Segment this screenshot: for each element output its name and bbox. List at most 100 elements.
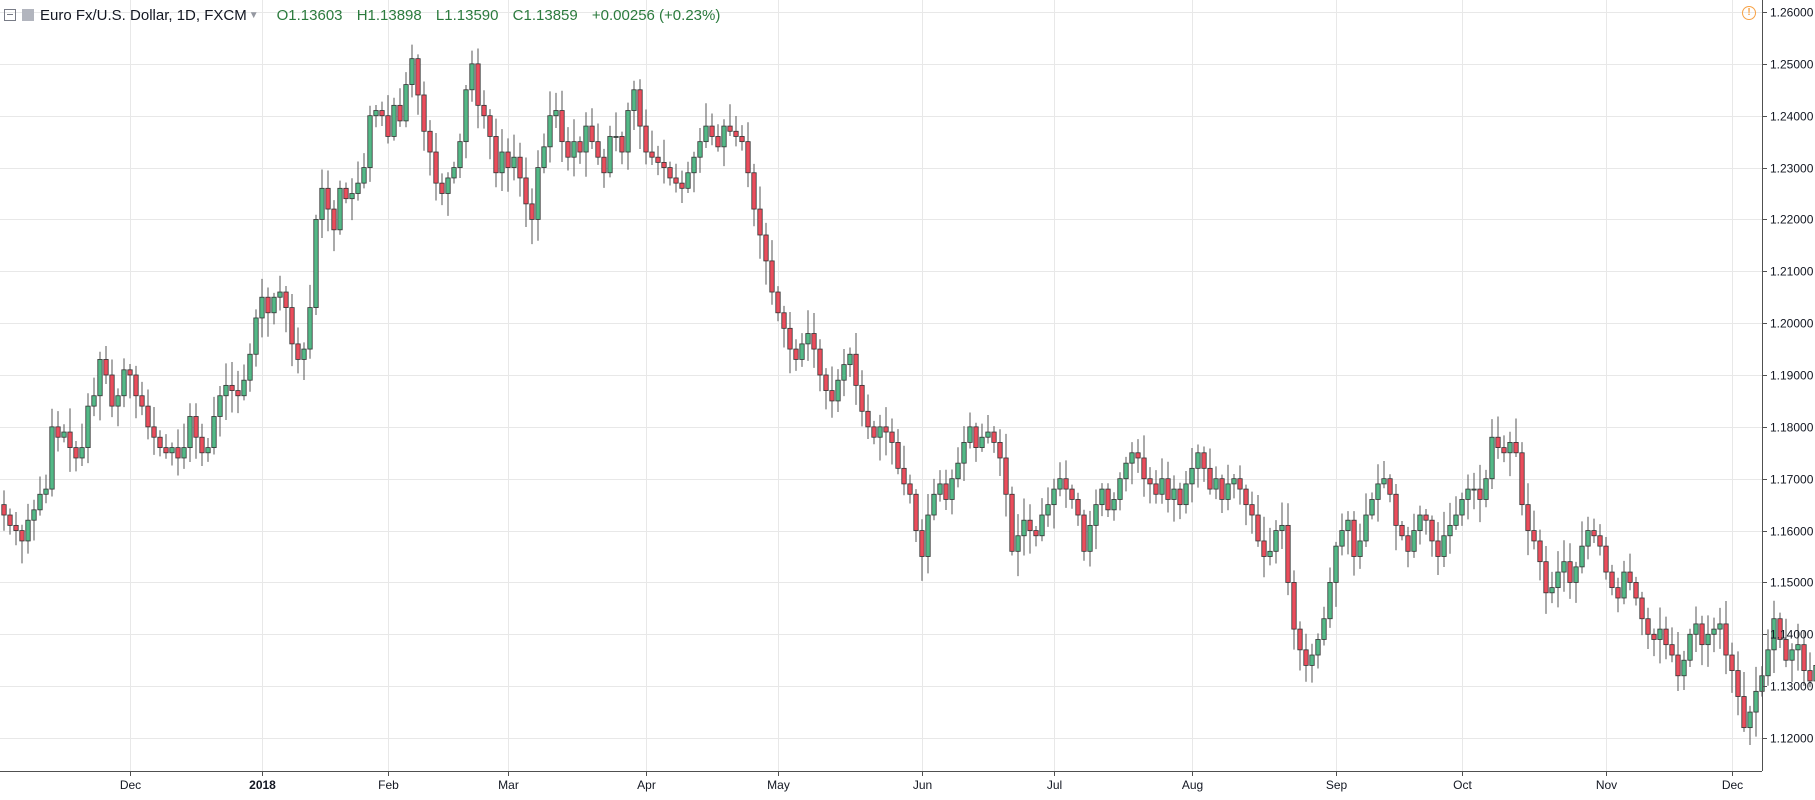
candle-body	[877, 426, 883, 438]
candle	[1171, 475, 1177, 522]
candle	[529, 188, 535, 245]
candle	[37, 476, 43, 516]
candle-body	[643, 125, 649, 153]
candle	[1795, 623, 1801, 671]
candle	[403, 72, 409, 128]
candle-body	[67, 431, 73, 448]
warning-icon[interactable]: !	[1742, 6, 1756, 20]
candle-body	[715, 136, 721, 148]
candle	[1813, 665, 1815, 682]
candle-body	[1357, 540, 1363, 557]
chevron-down-icon[interactable]: ▼	[248, 9, 259, 21]
y-tick-label: 1.12000	[1770, 732, 1814, 746]
candle	[907, 474, 913, 504]
candle-body	[775, 291, 781, 314]
candle	[1099, 483, 1105, 517]
candle	[859, 370, 865, 427]
candle-body	[1567, 561, 1573, 583]
x-tick-label: Jun	[913, 778, 932, 792]
candle-body	[805, 333, 811, 345]
candle-body	[319, 187, 325, 220]
candle-body	[1453, 514, 1459, 526]
candle	[685, 161, 691, 194]
candle-body	[1471, 488, 1477, 491]
candle	[217, 385, 223, 437]
candle-body	[1177, 488, 1183, 506]
candle-body	[1735, 670, 1741, 697]
candle-body	[619, 136, 625, 153]
candle-body	[625, 110, 631, 153]
collapse-icon[interactable]	[4, 9, 16, 21]
candle-body	[1645, 618, 1651, 635]
candle-body	[1381, 478, 1387, 485]
candle	[739, 125, 745, 151]
candle-body	[697, 141, 703, 158]
candle-body	[1501, 447, 1507, 454]
candle	[427, 120, 433, 176]
candle-body	[955, 462, 961, 480]
candle-body	[811, 333, 817, 350]
y-tick-label: 1.25000	[1770, 58, 1814, 72]
candle-body	[829, 390, 835, 402]
candle-body	[1171, 488, 1177, 500]
candle	[145, 389, 151, 440]
candle	[1135, 439, 1141, 473]
candle-body	[1465, 488, 1471, 500]
candle-body	[1711, 628, 1717, 635]
candle	[301, 342, 307, 381]
y-tick-label: 1.21000	[1770, 265, 1814, 279]
candle-body	[229, 384, 235, 391]
candle-body	[547, 115, 553, 148]
candle	[283, 286, 289, 333]
candle-body	[1369, 499, 1375, 516]
candle-body	[565, 141, 571, 158]
candle	[1783, 618, 1789, 668]
candle	[67, 408, 73, 472]
candle-body	[433, 151, 439, 184]
candle-body	[1081, 514, 1087, 552]
y-tick-label: 1.23000	[1770, 162, 1814, 176]
candle-body	[1747, 711, 1753, 729]
candle-body	[1435, 540, 1441, 557]
candle	[1675, 632, 1681, 691]
candle	[307, 284, 313, 359]
candle-body	[1417, 514, 1423, 531]
candle	[1609, 564, 1615, 596]
candle-body	[673, 177, 679, 184]
candle-body	[1543, 561, 1549, 594]
candle	[1093, 489, 1099, 550]
candle-body	[1129, 452, 1135, 464]
candle	[205, 437, 211, 462]
candle-body	[253, 317, 259, 355]
candle-body	[1603, 545, 1609, 573]
candle-body	[607, 136, 613, 174]
candle-body	[73, 447, 79, 459]
candle-body	[841, 364, 847, 381]
candle	[793, 339, 799, 371]
candle	[367, 105, 373, 182]
candle	[1207, 448, 1213, 495]
candle	[1213, 466, 1219, 500]
candle	[313, 214, 319, 315]
candle	[193, 403, 199, 459]
candle	[391, 97, 397, 141]
candle-body	[1267, 550, 1273, 557]
candle	[1321, 606, 1327, 646]
candle-body	[457, 141, 463, 168]
candle-body	[1507, 442, 1513, 454]
candle-body	[445, 177, 451, 194]
candle	[181, 423, 187, 469]
candle	[811, 312, 817, 368]
candle-body	[361, 167, 367, 184]
symbol-title[interactable]: Euro Fx/U.S. Dollar, 1D, FXCM	[40, 6, 247, 24]
candle-body	[115, 395, 121, 407]
candle	[1057, 462, 1063, 497]
candle-body	[1, 504, 7, 516]
candle-body	[343, 187, 349, 200]
candle-body	[751, 172, 757, 210]
candle-body	[1633, 582, 1639, 599]
candle-body	[1393, 493, 1399, 526]
candle-body	[1657, 628, 1663, 640]
candle-body	[1573, 566, 1579, 583]
